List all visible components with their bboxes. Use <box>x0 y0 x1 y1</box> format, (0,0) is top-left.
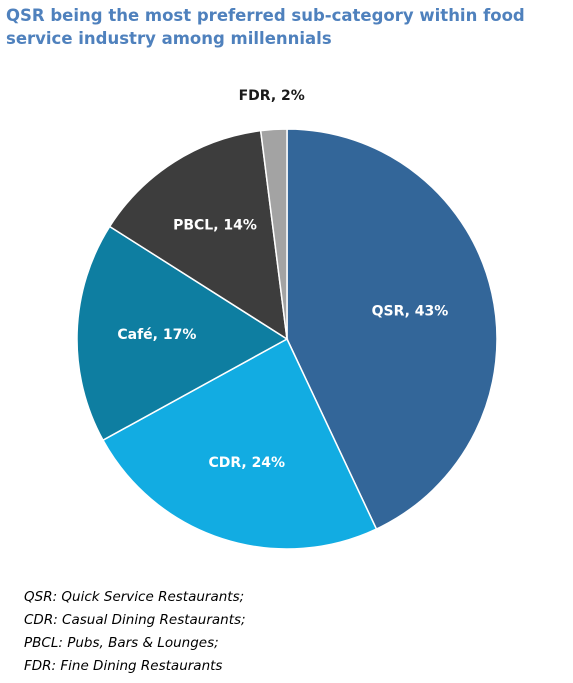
pie-slice-qsr <box>286 128 498 531</box>
pie-slice-pbcl <box>108 129 288 341</box>
footnote-qsr: QSR: Quick Service Restaurants; <box>24 589 245 605</box>
slice-label-qsr: QSR, 43% <box>372 304 449 320</box>
slice-label-cafe: Café, 17% <box>117 327 196 343</box>
footnote-pbcl: PBCL: Pubs, Bars & Lounges; <box>24 635 219 651</box>
footnote-fdr: FDR: Fine Dining Restaurants <box>24 658 223 674</box>
slice-label-fdr: FDR, 2% <box>239 88 305 104</box>
chart-title: QSR being the most preferred sub-categor… <box>6 6 525 48</box>
pie-slice-fdr <box>259 128 288 340</box>
pie-slice-cdr <box>101 337 378 550</box>
footnotes: QSR: Quick Service Restaurants; CDR: Cas… <box>24 586 246 678</box>
slice-label-pbcl: PBCL, 14% <box>173 218 257 234</box>
pie-slices <box>76 128 498 550</box>
pie-labels: QSR, 43% CDR, 24% Café, 17% PBCL, 14% FDR, 2… <box>117 88 448 471</box>
footnote-cdr: CDR: Casual Dining Restaurants; <box>24 612 246 628</box>
slice-label-cdr: CDR, 24% <box>208 455 285 471</box>
pie-slice-cafe <box>76 225 289 442</box>
